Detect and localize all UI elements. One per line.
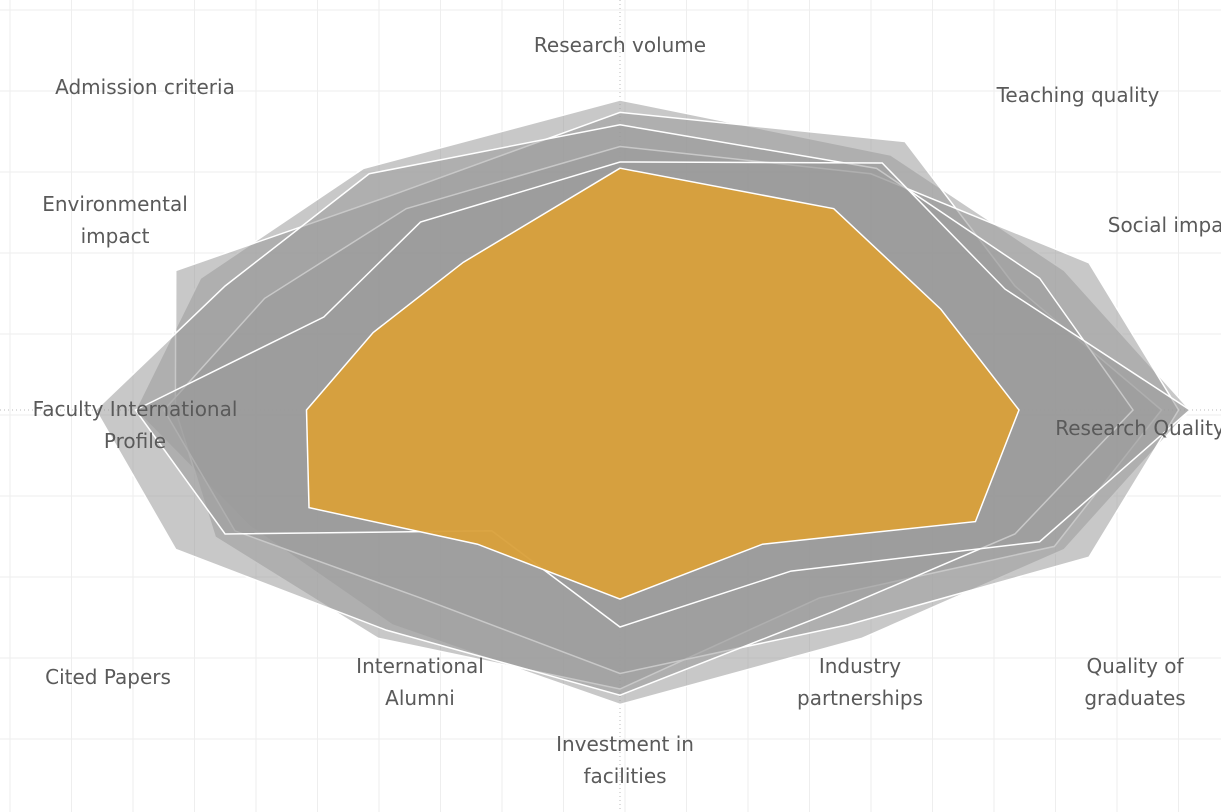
axis-label: Social impact [1107, 213, 1221, 237]
axis-label: Cited Papers [45, 665, 171, 689]
axis-label: Research Quality [1055, 416, 1221, 440]
axis-label: Research volume [533, 33, 707, 57]
axis-label: Faculty International Profile [32, 397, 238, 453]
axis-label: Teaching quality [996, 83, 1160, 107]
axis-label: International Alumni [356, 654, 484, 710]
axis-label: Admission criteria [55, 75, 235, 99]
axis-label: Industry partnerships [797, 654, 923, 710]
radar-area [305, 167, 1020, 600]
axis-label: Environmental impact [42, 192, 188, 248]
axis-label: Investment in facilities [556, 732, 694, 788]
axis-label: Quality of graduates [1084, 654, 1186, 710]
